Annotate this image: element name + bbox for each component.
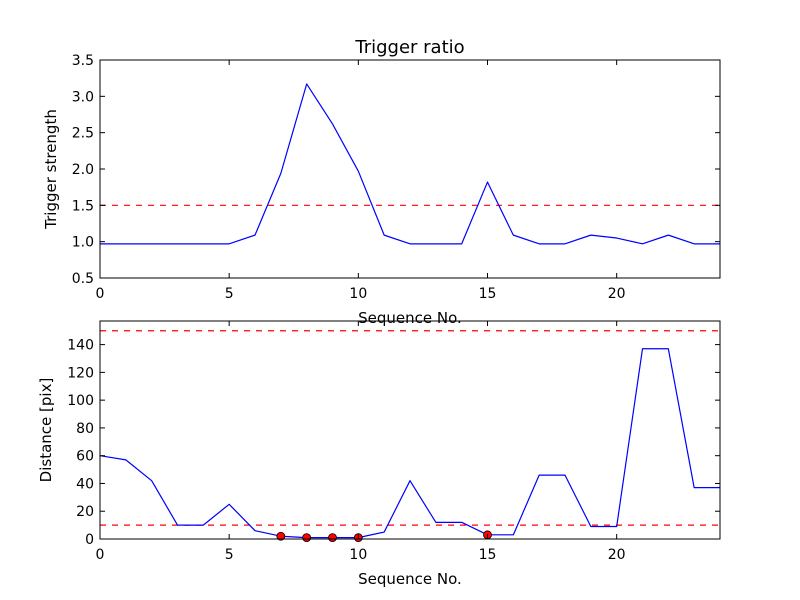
top-ytick-label-3: 2.0 [72, 162, 94, 178]
bottom-axes-frame [99, 320, 721, 540]
top-ytick-label-1: 1.0 [72, 235, 94, 251]
top-ytick-label-6: 3.5 [72, 53, 94, 69]
bottom-marker-0 [276, 531, 286, 541]
bottom-marker-2 [328, 533, 337, 543]
top-chart-xlabel: Sequence No. [358, 309, 462, 327]
bottom-marker-1 [302, 533, 312, 543]
bottom-ytick-label-6: 120 [67, 365, 94, 381]
bottom-chart-ylabel: Distance [pix] [37, 378, 55, 483]
bottom-chart-panel: Sequence No. Distance [pix] 0 5 10 15 20 0 20 4… [37, 320, 721, 588]
bottom-ytick-label-0: 0 [85, 532, 94, 548]
top-ytick-label-4: 2.5 [72, 126, 94, 142]
top-xtick-label-4: 20 [608, 286, 626, 302]
top-ytick-label-0: 0.5 [72, 271, 94, 287]
bottom-chart-xlabel: Sequence No. [358, 570, 462, 588]
bottom-ytick-label-4: 80 [76, 421, 94, 437]
bottom-ytick-label-5: 100 [67, 393, 94, 409]
bottom-xtick-label-0: 0 [96, 547, 105, 563]
bottom-xtick-label-1: 5 [225, 547, 234, 563]
top-series-line-0 [100, 83, 720, 245]
top-xtick-label-3: 15 [479, 286, 497, 302]
top-xtick-label-1: 5 [225, 286, 234, 302]
bottom-series-line-0 [100, 348, 720, 539]
bottom-ytick-label-7: 140 [67, 338, 94, 354]
top-xtick-label-0: 0 [96, 286, 105, 302]
bottom-xtick-label-4: 20 [608, 547, 626, 563]
top-chart-title: Trigger ratio [354, 37, 464, 58]
top-ytick-label-5: 3.0 [72, 89, 94, 105]
bottom-ytick-label-3: 60 [76, 449, 94, 465]
top-ytick-label-2: 1.5 [72, 198, 94, 214]
bottom-xtick-label-3: 15 [479, 547, 497, 563]
bottom-xtick-label-2: 10 [349, 547, 367, 563]
top-chart-ylabel: Trigger strength [42, 109, 60, 230]
bottom-ytick-label-2: 40 [76, 476, 94, 492]
bottom-ytick-label-1: 20 [76, 504, 94, 520]
top-xtick-label-2: 10 [349, 286, 367, 302]
top-chart-panel: Trigger ratio Sequence No. Trigger stren… [42, 37, 721, 327]
